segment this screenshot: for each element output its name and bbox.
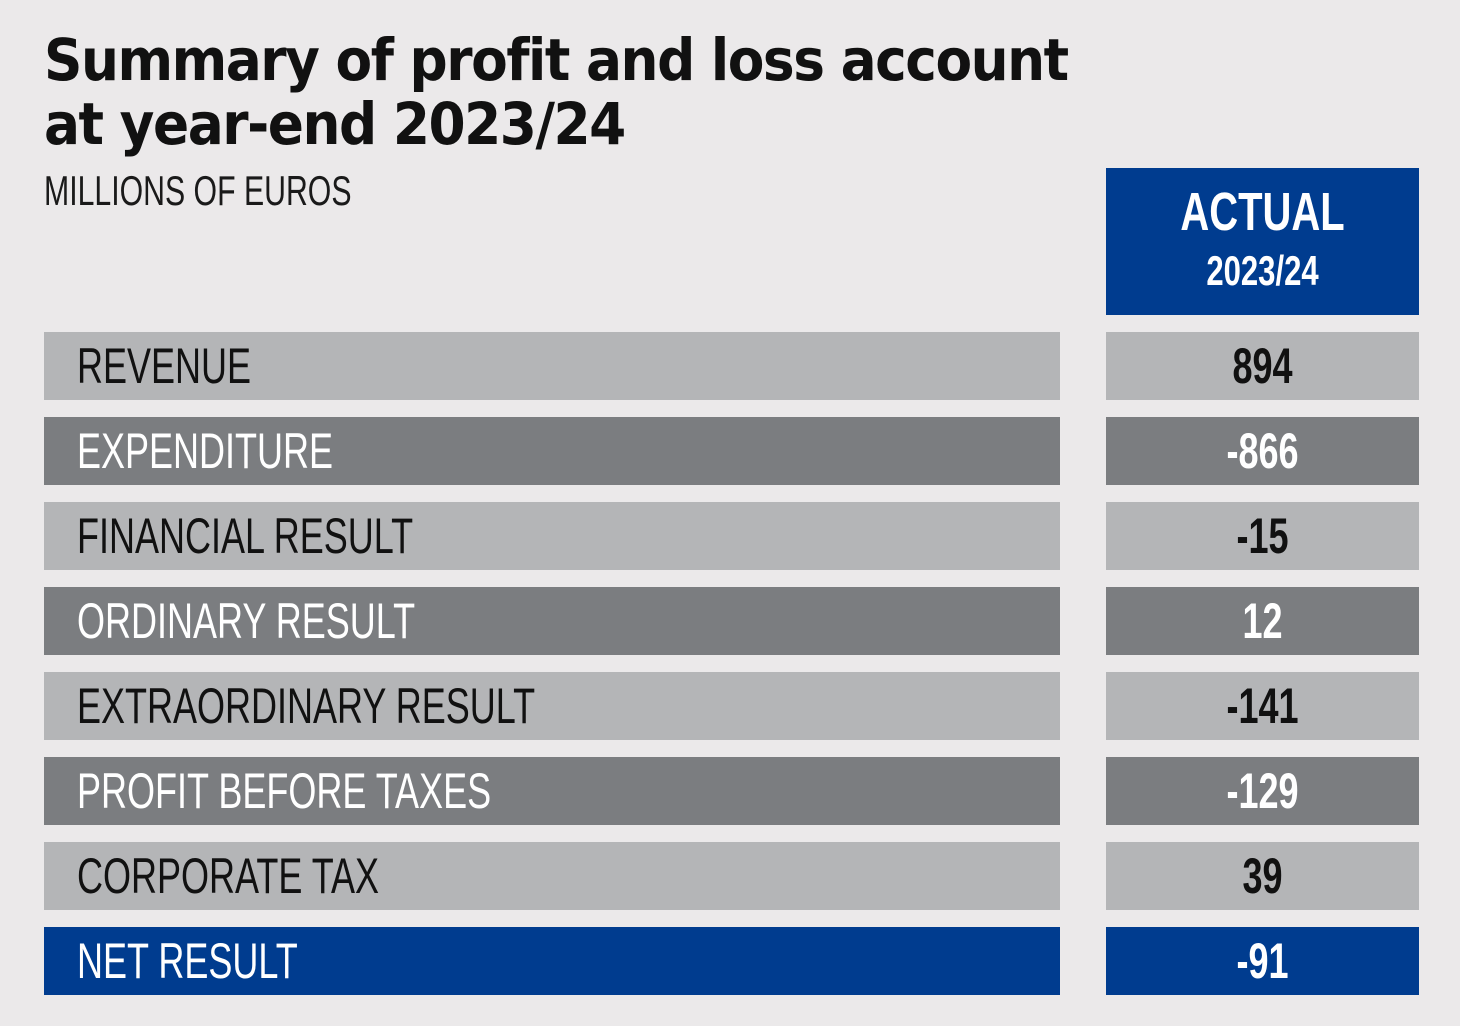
row-label-corporate-tax: CORPORATE TAX <box>77 848 380 904</box>
chart-title-line-2: at year-end 2023/24 <box>44 90 626 158</box>
row-label-revenue: REVENUE <box>77 338 252 394</box>
row-value-bar-revenue: 894 <box>1106 332 1419 400</box>
row-value-expenditure: -866 <box>1226 423 1299 479</box>
row-value-net-result: -91 <box>1236 933 1289 989</box>
row-label-bar-net-result: NET RESULT <box>44 927 1060 995</box>
row-label-extraordinary-result: EXTRAORDINARY RESULT <box>77 678 536 734</box>
row-value-bar-ordinary-result: 12 <box>1106 587 1419 655</box>
chart-subtitle: MILLIONS OF EUROS <box>44 167 352 214</box>
row-value-bar-financial-result: -15 <box>1106 502 1419 570</box>
column-header-year: 2023/24 <box>1206 247 1319 294</box>
row-value-bar-extraordinary-result: -141 <box>1106 672 1419 740</box>
row-value-ordinary-result: 12 <box>1242 593 1283 649</box>
row-label-bar-revenue: REVENUE <box>44 332 1060 400</box>
chart-title: Summary of profit and loss account at ye… <box>44 26 1069 158</box>
row-value-bar-net-result: -91 <box>1106 927 1419 995</box>
row-label-bar-corporate-tax: CORPORATE TAX <box>44 842 1060 910</box>
row-value-extraordinary-result: -141 <box>1226 678 1299 734</box>
row-value-corporate-tax: 39 <box>1242 848 1283 904</box>
row-label-bar-ordinary-result: ORDINARY RESULT <box>44 587 1060 655</box>
row-label-net-result: NET RESULT <box>77 933 298 989</box>
row-value-bar-corporate-tax: 39 <box>1106 842 1419 910</box>
row-value-financial-result: -15 <box>1236 508 1289 564</box>
row-value-profit-before-taxes: -129 <box>1226 763 1299 819</box>
row-label-bar-extraordinary-result: EXTRAORDINARY RESULT <box>44 672 1060 740</box>
row-label-ordinary-result: ORDINARY RESULT <box>77 593 416 649</box>
column-header-actual: ACTUAL 2023/24 <box>1106 168 1419 315</box>
row-value-bar-profit-before-taxes: -129 <box>1106 757 1419 825</box>
row-label-profit-before-taxes: PROFIT BEFORE TAXES <box>77 763 492 819</box>
column-header-title: ACTUAL <box>1180 182 1345 242</box>
row-value-bar-expenditure: -866 <box>1106 417 1419 485</box>
row-label-bar-profit-before-taxes: PROFIT BEFORE TAXES <box>44 757 1060 825</box>
row-label-expenditure: EXPENDITURE <box>77 423 334 479</box>
row-label-bar-expenditure: EXPENDITURE <box>44 417 1060 485</box>
row-label-bar-financial-result: FINANCIAL RESULT <box>44 502 1060 570</box>
chart-title-line-1: Summary of profit and loss account <box>44 26 1069 94</box>
row-value-revenue: 894 <box>1232 338 1293 394</box>
row-label-financial-result: FINANCIAL RESULT <box>77 508 414 564</box>
